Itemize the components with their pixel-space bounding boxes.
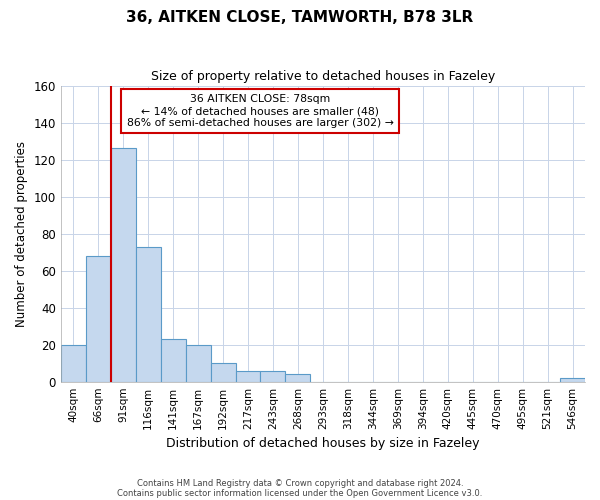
Text: 36 AITKEN CLOSE: 78sqm
← 14% of detached houses are smaller (48)
86% of semi-det: 36 AITKEN CLOSE: 78sqm ← 14% of detached… (127, 94, 394, 128)
Y-axis label: Number of detached properties: Number of detached properties (15, 140, 28, 326)
Text: Contains HM Land Registry data © Crown copyright and database right 2024.: Contains HM Land Registry data © Crown c… (137, 478, 463, 488)
Bar (185, 344, 211, 382)
Bar (161, 339, 185, 382)
Bar (61, 344, 86, 382)
Bar (111, 148, 136, 382)
Bar (560, 378, 585, 382)
Bar (286, 374, 310, 382)
Bar (236, 370, 260, 382)
Text: 36, AITKEN CLOSE, TAMWORTH, B78 3LR: 36, AITKEN CLOSE, TAMWORTH, B78 3LR (127, 10, 473, 25)
X-axis label: Distribution of detached houses by size in Fazeley: Distribution of detached houses by size … (166, 437, 479, 450)
Bar (86, 256, 111, 382)
Title: Size of property relative to detached houses in Fazeley: Size of property relative to detached ho… (151, 70, 495, 83)
Text: Contains public sector information licensed under the Open Government Licence v3: Contains public sector information licen… (118, 488, 482, 498)
Bar (211, 363, 236, 382)
Bar (260, 370, 286, 382)
Bar (136, 246, 161, 382)
